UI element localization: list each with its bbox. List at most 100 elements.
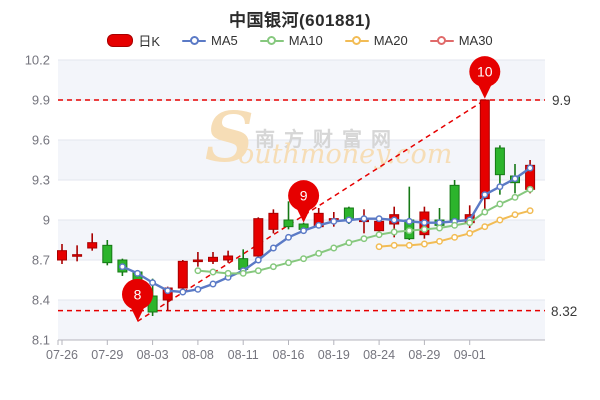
- ma-marker: [451, 233, 459, 241]
- candle-body: [72, 254, 83, 257]
- ma-marker: [481, 223, 489, 231]
- ma-marker: [209, 268, 217, 276]
- y-axis-tick-label: 9.9: [32, 93, 50, 108]
- x-axis-tick-label: 08-24: [363, 348, 395, 362]
- legend-item-MA30[interactable]: MA30: [429, 33, 493, 48]
- y-axis-tick-label: 10.2: [25, 53, 50, 68]
- candle-body: [177, 260, 188, 289]
- ma-marker: [315, 221, 323, 229]
- ma-marker: [496, 216, 504, 224]
- page-title: 中国银河(601881): [228, 11, 372, 30]
- y-axis-tick-label: 8.4: [32, 293, 50, 308]
- ma-marker: [451, 221, 459, 229]
- y-axis-tick-label: 9.6: [32, 133, 50, 148]
- legend-item-MA20[interactable]: MA20: [344, 33, 408, 48]
- ma-marker: [390, 241, 398, 249]
- ma-marker: [254, 256, 262, 264]
- x-axis-tick-label: 08-16: [273, 348, 305, 362]
- y-axis-tick-label: 9.3: [32, 173, 50, 188]
- legend-item-label: MA30: [458, 33, 493, 48]
- x-axis-tick-label: 08-29: [408, 348, 440, 362]
- ma-marker: [194, 285, 202, 293]
- legend-item-MA5[interactable]: MA5: [182, 33, 238, 48]
- candle-body: [494, 147, 505, 176]
- legend-item-日K[interactable]: 日K: [107, 31, 160, 50]
- ma-marker: [526, 207, 534, 215]
- ma-marker: [164, 287, 172, 295]
- ma-marker: [330, 217, 338, 225]
- x-axis-tick-label: 08-03: [137, 348, 169, 362]
- ma-marker: [300, 227, 308, 235]
- candle-body: [208, 256, 218, 262]
- x-axis-tick-label: 08-19: [318, 348, 350, 362]
- ma-line-swatch-icon: [429, 36, 454, 45]
- ma-marker: [300, 255, 308, 263]
- ma-marker: [405, 227, 413, 235]
- ma-marker: [420, 219, 428, 227]
- ma-marker: [511, 193, 519, 201]
- ma-marker: [118, 263, 126, 271]
- ma-marker: [224, 269, 232, 277]
- ma-marker: [481, 208, 489, 216]
- ma-marker: [420, 240, 428, 248]
- ma-marker: [526, 164, 534, 172]
- balloon-label: 9: [300, 188, 308, 204]
- legend-item-label: MA20: [373, 33, 408, 48]
- candle-body: [449, 184, 460, 221]
- ma-marker: [209, 280, 217, 288]
- y-axis-tick-label: 8.7: [32, 253, 50, 268]
- balloon-tail: [477, 84, 492, 99]
- candle-body: [223, 255, 234, 261]
- ma-line-swatch-icon: [182, 36, 207, 45]
- ma-marker: [269, 244, 277, 252]
- ma-marker: [345, 216, 353, 224]
- candle-body: [283, 219, 294, 228]
- ma-marker: [511, 211, 519, 219]
- legend-item-label: 日K: [138, 34, 161, 49]
- ma-marker: [466, 229, 474, 237]
- ma-marker: [194, 267, 202, 275]
- ma-marker: [466, 219, 474, 227]
- ma-marker: [360, 235, 368, 243]
- x-axis-tick-label: 08-11: [228, 348, 259, 362]
- ma-marker: [254, 267, 262, 275]
- trend-dashed-line: [137, 99, 486, 322]
- ma-marker: [285, 259, 292, 267]
- ref-line-high-label: 9.9: [552, 93, 571, 108]
- ma-marker: [134, 269, 141, 277]
- ma-marker: [405, 217, 413, 225]
- y-axis-tick-label: 9: [43, 213, 50, 228]
- legend: 日K MA5 MA10 MA20 MA30: [0, 31, 600, 50]
- ma-marker: [436, 237, 443, 245]
- ma-marker: [496, 200, 504, 208]
- candle-body: [268, 212, 279, 230]
- ma-marker: [149, 279, 157, 287]
- ma-marker: [285, 233, 292, 241]
- ma-marker: [179, 288, 187, 296]
- ma-marker: [390, 216, 398, 224]
- candle-body: [102, 244, 113, 264]
- kline-swatch-icon: [107, 34, 134, 47]
- ma-marker: [330, 244, 338, 252]
- plot-band: [58, 140, 545, 180]
- ma-marker: [420, 225, 428, 233]
- candle-body: [57, 250, 67, 261]
- balloon-marker-10: [469, 56, 501, 88]
- ma-marker: [511, 175, 519, 183]
- x-axis-tick-label: 08-08: [182, 348, 214, 362]
- ma-marker: [315, 249, 323, 257]
- legend-item-MA10[interactable]: MA10: [259, 33, 323, 48]
- candle-body: [374, 220, 385, 232]
- candle-body: [253, 218, 264, 257]
- ma-marker: [375, 243, 383, 251]
- x-axis-tick-label: 09-01: [454, 348, 486, 362]
- balloon-marker-8: [122, 278, 153, 310]
- x-axis-tick-label: 07-26: [46, 348, 78, 362]
- candle-body: [192, 259, 203, 263]
- ma-marker: [496, 183, 504, 191]
- ref-line-low-label: 8.32: [551, 304, 578, 319]
- plot-band: [58, 60, 545, 100]
- legend-item-label: MA10: [288, 33, 323, 48]
